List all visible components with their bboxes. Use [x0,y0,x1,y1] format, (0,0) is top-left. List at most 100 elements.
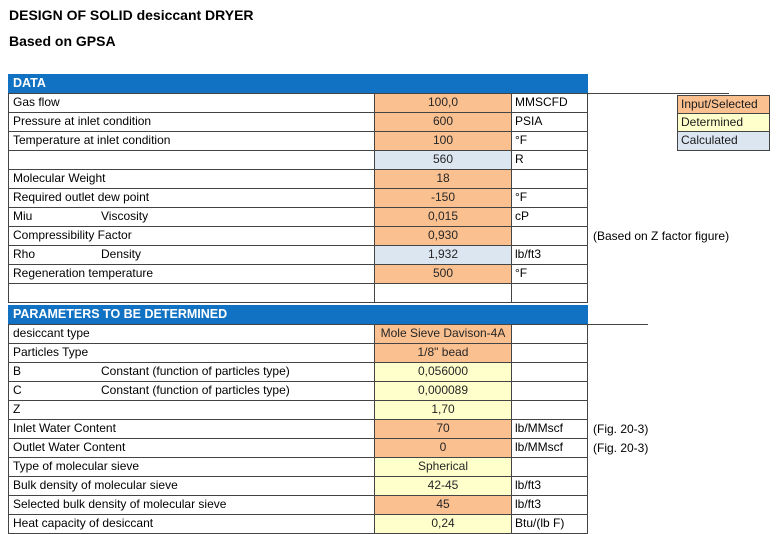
row-value-cell[interactable]: 0,000089 [375,382,512,401]
row-unit-cell[interactable] [512,344,588,363]
row-value-cell[interactable]: 42-45 [375,477,512,496]
row-unit-cell[interactable] [512,363,588,382]
row-value-cell[interactable]: 1,70 [375,401,512,420]
row-label-cell[interactable]: Z [8,401,375,420]
table-row: Selected bulk density of molecular sieve… [8,496,648,515]
row-label-cell[interactable]: Regeneration temperature [8,265,375,284]
row-note: (Fig. 20-3) [593,422,649,436]
table-row: Heat capacity of desiccant 0,24 Btu/(lb F) [8,515,648,534]
row-value-cell[interactable]: 0,056000 [375,363,512,382]
table-row: Molecular Weight 18 [8,170,729,189]
table-row: Inlet Water Content 70 lb/MMscf (Fig. 20-3) [8,420,648,439]
row-label-cell[interactable]: Molecular Weight [8,170,375,189]
table-row: Required outlet dew point -150 °F [8,189,729,208]
table-row: Miu Viscosity 0,015 cP [8,208,729,227]
row-unit-cell[interactable] [512,227,588,246]
legend-item: Calculated [678,132,769,150]
data-table: Gas flow 100,0 MMSCFD Pressure at inlet con… [8,93,730,303]
row-unit-cell[interactable]: lb/MMscf [512,439,588,458]
legend-item: Input/Selected [678,96,769,114]
table-row: Regeneration temperature 500 °F [8,265,729,284]
row-note: (Based on Z factor figure) [593,229,730,243]
table-row: Bulk density of molecular sieve 42-45 lb/f… [8,477,648,496]
row-label-cell[interactable]: Outlet Water Content [8,439,375,458]
row-unit-cell[interactable] [512,382,588,401]
row-unit-cell[interactable]: lb/ft3 [512,477,588,496]
row-value-cell[interactable]: 18 [375,170,512,189]
row-value-cell[interactable]: Mole Sieve Davison-4A [375,325,512,344]
sheet-subtitle: Based on GPSA [9,33,116,49]
row-note: (Fig. 20-3) [593,441,649,455]
row-unit-cell[interactable]: PSIA [512,113,588,132]
row-label-cell[interactable]: Compressibility Factor [8,227,375,246]
row-label-cell[interactable]: Type of molecular sieve [8,458,375,477]
row-label-cell[interactable]: C Constant (function of particles type) [8,382,375,401]
table-row: C Constant (function of particles type) 0,… [8,382,648,401]
row-label-text: C [13,383,22,397]
row-sublabel-text: Constant (function of particles type) [101,364,290,378]
row-value-cell[interactable]: -150 [375,189,512,208]
row-label-cell[interactable] [8,151,375,170]
row-value-cell[interactable]: 0,930 [375,227,512,246]
row-value-cell[interactable]: 600 [375,113,512,132]
row-label-cell[interactable]: Rho Density [8,246,375,265]
row-label-cell[interactable]: Inlet Water Content [8,420,375,439]
row-value-cell[interactable]: Spherical [375,458,512,477]
row-value-cell[interactable]: 100,0 [375,94,512,113]
parameters-section: PARAMETERS TO BE DETERMINED desiccant ty… [8,305,649,534]
data-section: DATA Gas flow 100,0 MMSCFD Pressure at inle… [8,74,730,303]
row-value-cell[interactable]: 500 [375,265,512,284]
row-label-cell[interactable]: desiccant type [8,325,375,344]
row-label-cell[interactable]: Temperature at inlet condition [8,132,375,151]
row-unit-cell[interactable] [512,170,588,189]
row-label-cell[interactable]: Gas flow [8,94,375,113]
row-unit-cell[interactable] [512,401,588,420]
row-value-cell[interactable] [375,284,512,303]
row-unit-cell[interactable] [512,325,588,344]
row-label-cell[interactable]: Heat capacity of desiccant [8,515,375,534]
table-row: Type of molecular sieve Spherical [8,458,648,477]
table-row: Particles Type 1/8" bead [8,344,648,363]
row-value-cell[interactable]: 1/8" bead [375,344,512,363]
table-row: Rho Density 1,932 lb/ft3 [8,246,729,265]
table-row: B Constant (function of particles type) 0,… [8,363,648,382]
color-legend: Input/Selected Determined Calculated [677,95,770,151]
row-value-cell[interactable]: 0 [375,439,512,458]
row-unit-cell[interactable]: lb/MMscf [512,420,588,439]
row-value-cell[interactable]: 0,24 [375,515,512,534]
row-label-cell[interactable]: Selected bulk density of molecular sieve [8,496,375,515]
row-sublabel-text: Density [101,247,142,261]
row-label-cell[interactable]: Particles Type [8,344,375,363]
row-value-cell[interactable]: 560 [375,151,512,170]
row-label-text: B [13,364,22,378]
row-label-cell[interactable]: Bulk density of molecular sieve [8,477,375,496]
parameters-section-header: PARAMETERS TO BE DETERMINED [8,305,588,324]
row-unit-cell[interactable]: Btu/(lb F) [512,515,588,534]
table-row: desiccant type Mole Sieve Davison-4A [8,325,648,344]
row-unit-cell[interactable] [512,284,588,303]
row-value-cell[interactable]: 1,932 [375,246,512,265]
row-label-cell[interactable]: Miu Viscosity [8,208,375,227]
row-value-cell[interactable]: 45 [375,496,512,515]
row-unit-cell[interactable]: °F [512,265,588,284]
row-label-cell[interactable]: Required outlet dew point [8,189,375,208]
row-unit-cell[interactable]: °F [512,189,588,208]
row-unit-cell[interactable]: °F [512,132,588,151]
row-unit-cell[interactable]: lb/ft3 [512,496,588,515]
row-sublabel-text: Viscosity [101,209,149,223]
row-unit-cell[interactable]: lb/ft3 [512,246,588,265]
row-unit-cell[interactable] [512,458,588,477]
row-value-cell[interactable]: 70 [375,420,512,439]
row-label-cell[interactable]: Pressure at inlet condition [8,113,375,132]
row-unit-cell[interactable]: MMSCFD [512,94,588,113]
row-unit-cell[interactable]: cP [512,208,588,227]
row-label-cell[interactable]: B Constant (function of particles type) [8,363,375,382]
row-value-cell[interactable]: 100 [375,132,512,151]
table-row: Z 1,70 [8,401,648,420]
row-sublabel-text: Constant (function of particles type) [101,383,290,397]
row-unit-cell[interactable]: R [512,151,588,170]
table-row: 560 R [8,151,729,170]
row-value-cell[interactable]: 0,015 [375,208,512,227]
row-label-cell[interactable] [8,284,375,303]
row-label-text: Miu [13,209,33,223]
